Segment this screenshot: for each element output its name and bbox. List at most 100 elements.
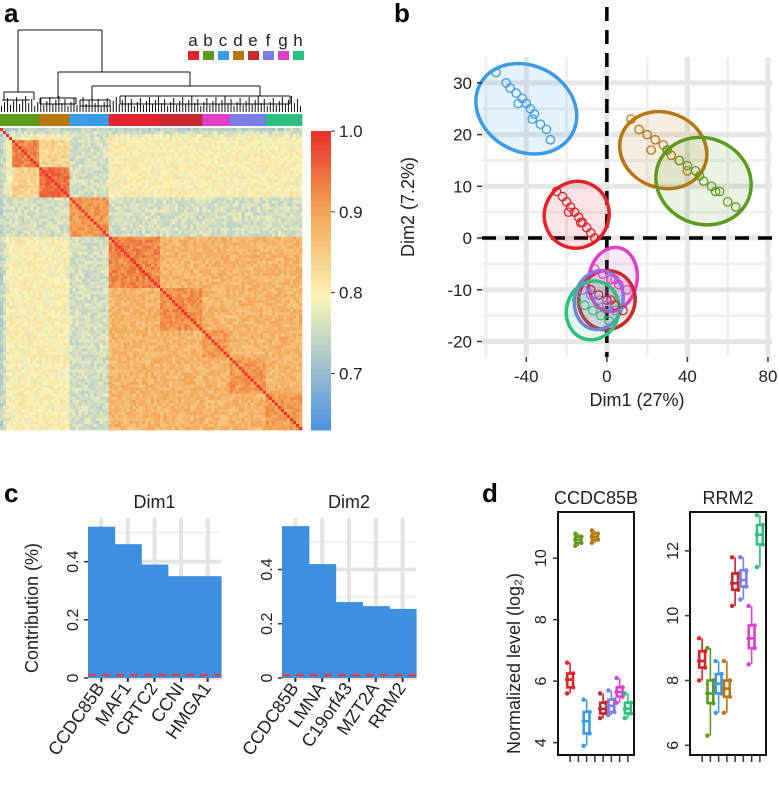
heatmap-cell: [286, 176, 291, 180]
heatmap-cell: [54, 173, 58, 177]
heatmap-cell: [93, 134, 97, 138]
heatmap-cell: [292, 203, 297, 207]
heatmap-cell: [144, 212, 149, 216]
heatmap-cell: [166, 215, 170, 219]
heatmap-cell: [190, 266, 194, 271]
heatmap-cell: [93, 167, 97, 171]
heatmap-cell: [123, 254, 128, 259]
heatmap-cell: [172, 146, 176, 150]
heatmap-cell: [292, 134, 297, 138]
heatmap-cell: [232, 203, 236, 207]
heatmap-cell: [169, 167, 173, 171]
heatmap-cell: [208, 194, 212, 198]
heatmap-cell: [286, 164, 291, 168]
heatmap-cell: [111, 179, 116, 183]
heatmap-cell: [238, 167, 242, 171]
heatmap-cell: [24, 131, 28, 135]
heatmap-cell: [178, 209, 182, 213]
heatmap-cell: [3, 149, 7, 153]
heatmap-cell: [217, 218, 221, 222]
heatmap-cell: [181, 224, 185, 229]
heatmap-cell: [102, 173, 107, 177]
heatmap-cell: [63, 215, 67, 219]
heatmap-cell: [78, 164, 82, 168]
heatmap-cell: [157, 149, 161, 153]
heatmap-cell: [3, 143, 7, 147]
heatmap-cell: [18, 143, 22, 147]
heatmap-cell: [114, 263, 119, 268]
heatmap-cell: [190, 188, 194, 192]
heatmap-cell: [72, 134, 76, 138]
heatmap-cell: [108, 248, 113, 253]
heatmap-cell: [283, 152, 288, 156]
heatmap-cell: [208, 152, 212, 156]
heatmap-cell: [111, 206, 116, 210]
heatmap-cell: [196, 167, 200, 171]
heatmap-cell: [3, 182, 7, 186]
heatmap-cell: [208, 128, 212, 132]
heatmap-cell: [286, 188, 291, 192]
heatmap-cell: [147, 173, 152, 177]
heatmap-cell: [151, 254, 155, 259]
heatmap-cell: [18, 254, 22, 259]
heatmap-cell: [27, 155, 31, 159]
heatmap-cell: [289, 173, 294, 177]
heatmap-cell: [102, 191, 107, 195]
heatmap-cell: [256, 161, 261, 165]
heatmap-cell: [93, 200, 97, 204]
heatmap-cell: [205, 212, 209, 216]
heatmap-cell: [81, 227, 85, 232]
heatmap-cell: [166, 218, 170, 222]
heatmap-cell: [93, 221, 97, 225]
heatmap-cell: [12, 194, 16, 198]
heatmap-cell: [105, 206, 110, 210]
heatmap-cell: [90, 182, 94, 186]
heatmap-cell: [132, 143, 137, 147]
heatmap-cell: [232, 188, 236, 192]
heatmap-cell: [214, 215, 218, 219]
heatmap-cell: [220, 245, 224, 250]
heatmap-cell: [81, 167, 85, 171]
heatmap-cell: [196, 140, 200, 144]
heatmap-cell: [132, 245, 137, 250]
group-color-bar: [0, 114, 303, 126]
heatmap-cell: [144, 260, 149, 265]
heatmap-cell: [166, 179, 170, 183]
heatmap-cell: [298, 212, 303, 216]
heatmap-cell: [30, 239, 34, 244]
heatmap-cell: [163, 158, 167, 162]
heatmap-cell: [27, 224, 31, 229]
heatmap-cell: [283, 128, 288, 132]
heatmap-cell: [132, 164, 137, 168]
heatmap-cell: [51, 233, 55, 238]
heatmap-cell: [12, 209, 16, 213]
heatmap-cell: [3, 164, 7, 168]
heatmap-cell: [42, 245, 46, 250]
heatmap-cell: [208, 176, 212, 180]
heatmap-cell: [181, 257, 185, 262]
heatmap-cell: [102, 134, 107, 138]
heatmap-cell: [235, 170, 239, 174]
heatmap-cell: [63, 128, 67, 132]
heatmap-cell: [75, 209, 79, 213]
heatmap-cell: [129, 233, 134, 238]
heatmap-cell: [120, 227, 125, 232]
heatmap-cell: [30, 182, 34, 186]
heatmap-cell: [90, 152, 94, 156]
heatmap-cell: [36, 137, 40, 141]
heatmap-cell: [69, 194, 73, 198]
heatmap-cell: [247, 176, 252, 180]
heatmap-cell: [166, 164, 170, 168]
heatmap-cell: [214, 170, 218, 174]
heatmap-cell: [18, 173, 22, 177]
heatmap-cell: [205, 203, 209, 207]
heatmap-cell: [217, 191, 221, 195]
heatmap-cell: [144, 203, 149, 207]
heatmap-cell: [129, 182, 134, 186]
heatmap-cell: [256, 254, 261, 259]
heatmap-cell: [0, 176, 4, 180]
heatmap-cell: [3, 230, 7, 235]
heatmap-cell: [178, 137, 182, 141]
heatmap-cell: [199, 152, 203, 156]
heatmap-cell: [81, 236, 85, 241]
